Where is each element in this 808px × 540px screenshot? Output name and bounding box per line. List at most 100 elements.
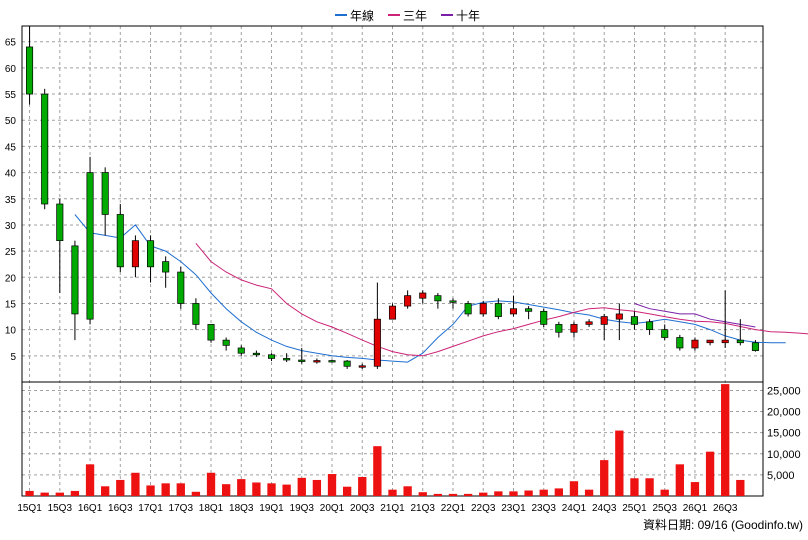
volume-bar <box>539 489 548 496</box>
x-tick-label: 20Q3 <box>350 503 375 514</box>
volume-bar <box>131 472 140 496</box>
volume-bar <box>675 464 684 496</box>
price-tick-label: 20 <box>5 273 17 284</box>
volume-bar <box>479 492 488 496</box>
candle-body <box>283 358 291 361</box>
candle-body <box>691 339 699 349</box>
x-tick-label: 15Q3 <box>48 503 73 514</box>
candle-body <box>162 261 170 273</box>
volume-bar <box>645 478 654 496</box>
volume-bar <box>342 486 352 496</box>
volume-tick-label: 25,000 <box>767 385 801 397</box>
candle-body <box>222 339 230 346</box>
candle-body <box>26 46 34 95</box>
volume-bar <box>191 491 201 496</box>
candle-body <box>267 354 276 359</box>
volume-bar <box>282 484 291 496</box>
volume-bar <box>161 483 170 496</box>
candle-body <box>600 316 608 325</box>
candle-body <box>630 316 638 325</box>
candle-body <box>56 203 64 241</box>
candle-body <box>676 337 684 349</box>
candle-body <box>585 321 593 325</box>
candle-body <box>313 360 321 363</box>
candle-body <box>419 292 427 299</box>
candle-body <box>71 245 79 315</box>
price-tick-label: 5 <box>10 352 16 363</box>
price-tick-label: 15 <box>5 299 17 310</box>
volume-bar <box>660 489 669 496</box>
candle-body <box>525 308 533 312</box>
candle-body <box>434 295 442 302</box>
volume-tick-label: 20,000 <box>767 407 801 419</box>
volume-bar <box>524 490 533 496</box>
volume-bar <box>358 477 367 496</box>
x-tick-label: 22Q3 <box>471 503 496 514</box>
volume-bar <box>297 477 306 496</box>
x-tick-label: 18Q3 <box>229 503 254 514</box>
x-tick-label: 19Q1 <box>259 503 284 514</box>
candle-body <box>147 240 155 268</box>
candle-body <box>373 318 381 367</box>
volume-bar <box>176 483 185 496</box>
candle-body <box>494 303 502 317</box>
volume-tick-label: 5,000 <box>767 470 795 482</box>
price-tick-label: 30 <box>5 221 17 232</box>
volume-bar <box>494 491 503 496</box>
candle-body <box>207 324 215 341</box>
volume-bar <box>600 460 609 496</box>
candle-body <box>661 329 669 338</box>
candle-body <box>615 313 623 320</box>
volume-bar <box>327 474 337 496</box>
volume-bar <box>403 486 412 496</box>
volume-bar <box>584 489 594 496</box>
volume-bar <box>40 492 49 496</box>
x-tick-label: 25Q1 <box>622 503 647 514</box>
volume-bar <box>70 490 80 496</box>
x-tick-label: 21Q3 <box>411 503 436 514</box>
volume-bar <box>448 493 458 496</box>
candle-body <box>298 359 306 362</box>
legend-swatch <box>335 14 347 16</box>
x-tick-label: 26Q3 <box>713 503 738 514</box>
candle-body <box>706 339 714 344</box>
volume-bar <box>373 446 382 496</box>
candle-body <box>192 303 200 325</box>
volume-bar <box>25 490 34 496</box>
candle-body <box>570 324 578 333</box>
ma-line-three-year <box>195 242 808 357</box>
candle-body <box>736 339 744 344</box>
volume-bar <box>690 482 700 496</box>
volume-bar <box>615 430 624 496</box>
ma-line-year <box>74 214 786 363</box>
volume-bar <box>736 479 745 496</box>
legend-swatch <box>441 14 454 16</box>
volume-bar <box>463 493 473 496</box>
x-tick-label: 22Q1 <box>441 503 466 514</box>
candle-body <box>509 308 518 315</box>
candle-body <box>237 347 245 354</box>
candle-body <box>479 303 487 315</box>
legend-label: 年線 <box>350 8 375 23</box>
volume-bar <box>85 464 95 496</box>
volume-bar <box>221 484 231 496</box>
price-tick-label: 25 <box>5 247 17 258</box>
volume-bar <box>418 492 427 496</box>
candle-body <box>358 365 366 368</box>
candle-body <box>404 295 412 307</box>
candle-body <box>177 271 185 304</box>
volume-bar <box>388 489 397 496</box>
candle-body <box>646 321 654 330</box>
volume-bar <box>206 472 216 496</box>
x-tick-label: 23Q3 <box>531 503 556 514</box>
volume-bar <box>237 479 246 496</box>
volume-bar <box>252 482 261 496</box>
x-tick-label: 19Q3 <box>290 503 315 514</box>
legend-item-three-year: 三年 <box>388 6 427 24</box>
volume-bar <box>267 483 276 496</box>
volume-bar <box>312 479 322 496</box>
source-note: 資料日期: 09/16 (Goodinfo.tw) <box>642 518 803 532</box>
price-tick-label: 50 <box>5 116 17 127</box>
volume-bar <box>721 384 730 496</box>
